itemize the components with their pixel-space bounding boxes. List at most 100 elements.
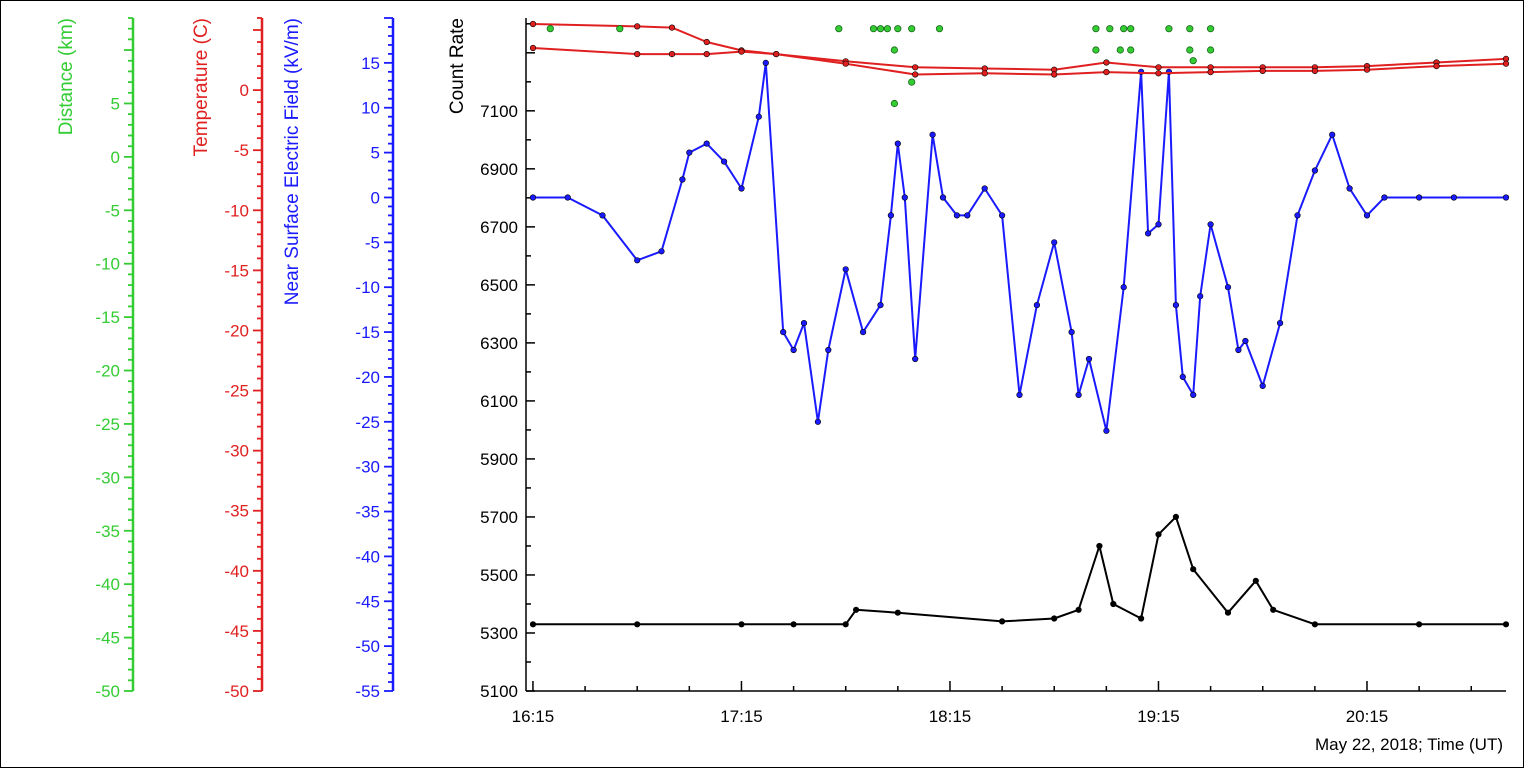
efield-series-point (1346, 185, 1353, 192)
distance-tick-label: -30 (95, 468, 120, 487)
count-series-point (1190, 566, 1197, 573)
distance-point (1092, 25, 1100, 33)
distance-point (1127, 25, 1135, 33)
efield-series-point (1242, 337, 1249, 345)
distance-point (1186, 46, 1194, 54)
distance-point (935, 25, 944, 33)
distance-point (869, 25, 878, 33)
distance-point (616, 25, 624, 33)
efield-series-point (1103, 427, 1110, 434)
time-tick-label: 19:15 (1137, 707, 1180, 726)
temperature-tick-label: -15 (224, 261, 249, 280)
series-layer (529, 20, 1510, 628)
distance-point (546, 25, 554, 33)
count-series-point (1311, 621, 1318, 628)
temperature-series-point (634, 50, 641, 58)
count-series-point (1172, 513, 1179, 521)
temperature-tick-label: -10 (224, 201, 249, 220)
efield-series-point (1155, 221, 1162, 228)
temperature-axis: 0 -5 -10 -15 -20 -25 -30 -35 -40 -45 -50 Temperatur… (191, 17, 264, 701)
distance-tick-label: 5 (111, 94, 120, 113)
distance-tick-label: -15 (95, 308, 120, 327)
count-series-point (852, 606, 860, 613)
time-tick-label: 20:15 (1346, 707, 1389, 726)
distance-point (908, 78, 916, 86)
distance-point (908, 25, 916, 33)
distance-point (1127, 46, 1135, 54)
efield-tick-label: -15 (355, 323, 380, 342)
temperature-axis-label: Temperature (C) (191, 18, 212, 156)
temperature-tick-label: -35 (224, 502, 249, 521)
distance-point (1165, 25, 1173, 33)
efield-series-point (814, 418, 822, 425)
distance-tick-label: -5 (105, 201, 120, 220)
temperature-series-point (703, 50, 710, 58)
efield-series-point (1197, 293, 1204, 300)
count-tick-label: 5900 (480, 450, 518, 469)
count-series-point (1502, 621, 1510, 628)
count-series-point (1051, 615, 1058, 622)
temperature-series-point (1103, 68, 1110, 76)
distance-point (1120, 25, 1128, 33)
temperature-series-point (668, 50, 676, 58)
temperature-series-point (912, 64, 919, 71)
distance-point (1207, 46, 1215, 54)
temperature-tick-label: -45 (224, 622, 249, 641)
efield-tick-label: -40 (355, 547, 380, 566)
efield-tick-label: 10 (361, 99, 380, 118)
efield-tick-label: -35 (355, 503, 380, 522)
distance-point (1106, 25, 1114, 33)
temperature-series-point (1433, 62, 1440, 70)
efield-series-point (599, 212, 606, 219)
efield-tick-label: -20 (355, 368, 380, 387)
temperature-tick-label: -50 (224, 682, 249, 701)
time-tick-label: 18:15 (929, 707, 972, 726)
time-tick-label: 17:15 (720, 707, 763, 726)
efield-tick-label: 5 (371, 144, 380, 163)
temperature-series-point (1311, 67, 1318, 74)
temperature-series-point (1259, 67, 1266, 74)
efield-series-point (964, 212, 971, 219)
distance-point (883, 25, 892, 33)
temperature-series-point (1155, 70, 1162, 77)
efield-series-point (1450, 194, 1457, 201)
count-series-point (1252, 577, 1259, 584)
distance-tick-label: -25 (95, 415, 120, 434)
efield-series-point (998, 212, 1006, 219)
count-tick-label: 6700 (480, 218, 518, 237)
count-series-point (1224, 609, 1232, 616)
efield-series-point (1502, 194, 1510, 201)
efield-series-point (981, 185, 988, 192)
efield-series-point (887, 212, 895, 219)
temperature-series-point (529, 44, 537, 52)
efield-tick-label: -5 (365, 233, 380, 252)
efield-series-point (842, 266, 849, 273)
efield-series-point (564, 194, 571, 201)
efield-axis: 15 10 5 0 -5 -10 -15 -20 -25 -30 -35 -40 -45 -50 -55 Ne… (282, 17, 395, 701)
distance-tick-label: -35 (95, 522, 120, 541)
efield-series-point (658, 248, 665, 255)
efield-tick-label: -10 (355, 278, 380, 297)
count-series-point (1155, 531, 1162, 538)
count-axis-label: Count Rate (447, 18, 468, 114)
efield-series-point (1224, 284, 1232, 291)
efield-series-point (1259, 382, 1266, 390)
efield-series-point (1016, 391, 1023, 399)
distance-point (835, 25, 843, 33)
count-series-point (1137, 615, 1145, 622)
efield-series-point (1051, 239, 1058, 246)
temperature-series-point (1363, 66, 1371, 73)
distance-axis: 5 0 -5 -10 -15 -20 -25 -30 -35 -40 -45 -50 Distance … (56, 17, 135, 701)
count-series-point (738, 621, 745, 628)
distance-tick-label: -45 (95, 629, 120, 648)
efield-tick-label: 0 (371, 188, 380, 207)
efield-series-point (859, 329, 867, 336)
count-tick-label: 5500 (480, 566, 518, 585)
count-tick-label: 6300 (480, 334, 518, 353)
count-series-point (998, 618, 1006, 625)
temperature-tick-label: -25 (224, 382, 249, 401)
efield-series-point (1033, 302, 1040, 309)
efield-series-point (790, 346, 797, 354)
temperature-series-point (773, 50, 780, 58)
